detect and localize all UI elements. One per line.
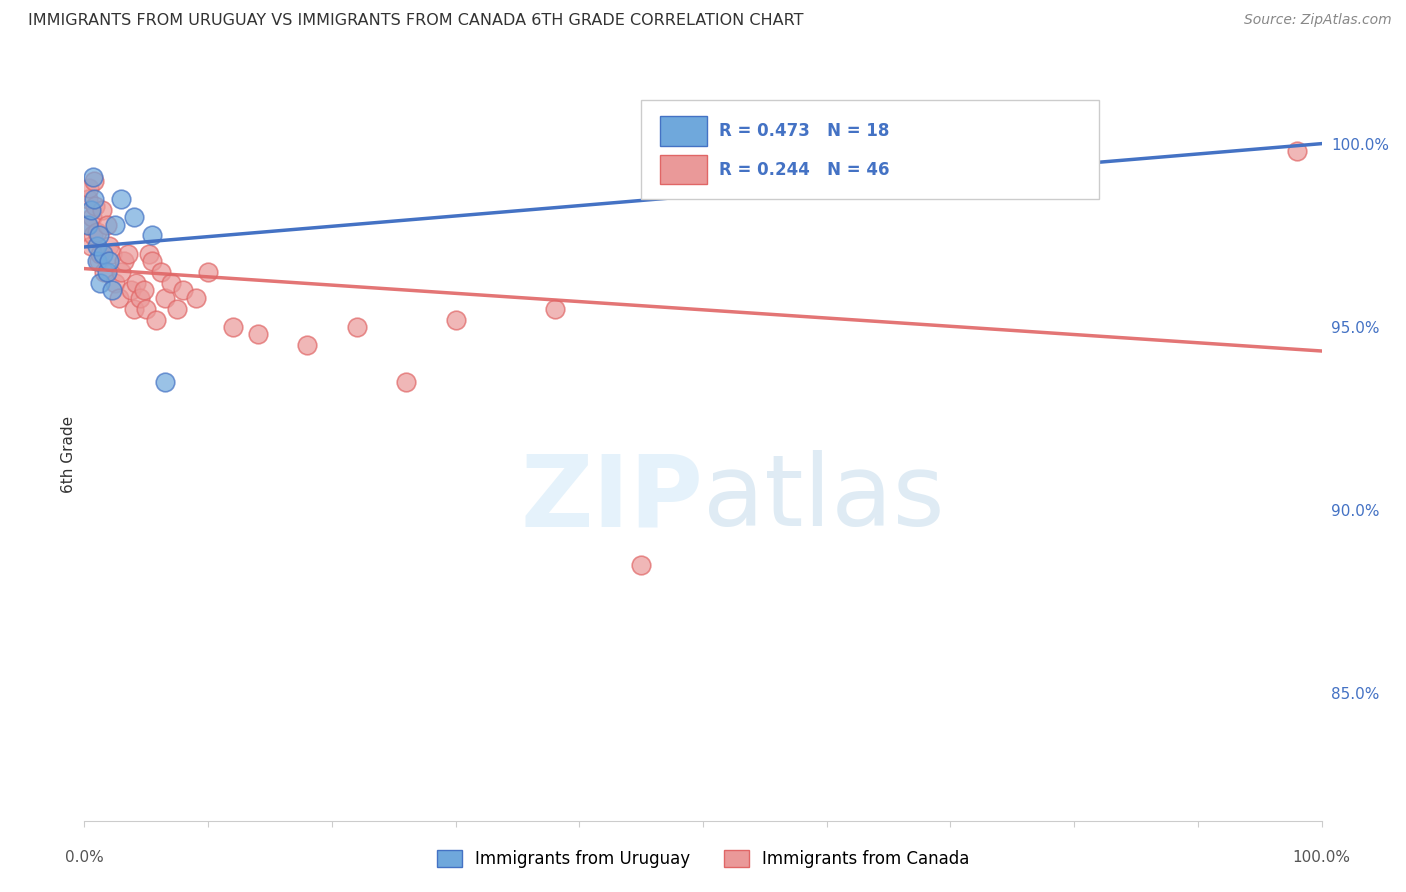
Point	[141, 254, 163, 268]
Point	[77, 218, 100, 232]
Point	[89, 247, 111, 261]
Bar	[659, 155, 707, 185]
Y-axis label: 6th Grade: 6th Grade	[60, 417, 76, 493]
Point	[86, 225, 108, 239]
FancyBboxPatch shape	[641, 100, 1099, 199]
Legend: Immigrants from Uruguay, Immigrants from Canada: Immigrants from Uruguay, Immigrants from…	[430, 843, 976, 875]
Point	[100, 284, 122, 298]
Point	[82, 228, 104, 243]
Point	[110, 192, 132, 206]
Point	[83, 192, 105, 206]
Point	[125, 276, 148, 290]
Text: 100.0%: 100.0%	[1292, 850, 1351, 865]
Point	[129, 291, 152, 305]
Text: R = 0.473   N = 18: R = 0.473 N = 18	[718, 122, 890, 140]
Point	[346, 320, 368, 334]
Text: ZIP: ZIP	[520, 450, 703, 548]
Point	[153, 375, 176, 389]
Point	[104, 218, 127, 232]
Point	[110, 265, 132, 279]
Point	[76, 218, 98, 232]
Point	[145, 312, 167, 326]
Point	[86, 239, 108, 253]
Point	[120, 284, 142, 298]
Point	[295, 338, 318, 352]
Point	[141, 228, 163, 243]
Point	[91, 247, 114, 261]
Point	[100, 247, 122, 261]
Point	[112, 254, 135, 268]
Point	[172, 284, 194, 298]
Point	[82, 169, 104, 184]
Point	[150, 265, 173, 279]
Text: R = 0.244   N = 46: R = 0.244 N = 46	[718, 161, 890, 178]
Point	[630, 558, 652, 572]
Point	[1285, 145, 1308, 159]
Point	[89, 228, 111, 243]
Point	[184, 291, 207, 305]
Point	[246, 327, 269, 342]
Point	[89, 254, 111, 268]
Point	[197, 265, 219, 279]
Text: atlas: atlas	[703, 450, 945, 548]
Point	[132, 284, 155, 298]
Point	[160, 276, 183, 290]
Point	[79, 181, 101, 195]
Point	[79, 239, 101, 253]
Point	[965, 155, 987, 169]
Point	[98, 239, 121, 253]
Point	[93, 265, 115, 279]
Point	[90, 202, 112, 217]
Point	[79, 202, 101, 217]
Point	[138, 247, 160, 261]
Point	[108, 291, 131, 305]
Point	[543, 301, 565, 316]
Point	[80, 211, 103, 225]
Point	[166, 301, 188, 316]
Point	[135, 301, 157, 316]
Point	[444, 312, 467, 326]
Point	[96, 218, 118, 232]
Point	[89, 276, 111, 290]
Point	[122, 211, 145, 225]
Point	[83, 174, 105, 188]
Text: IMMIGRANTS FROM URUGUAY VS IMMIGRANTS FROM CANADA 6TH GRADE CORRELATION CHART: IMMIGRANTS FROM URUGUAY VS IMMIGRANTS FR…	[28, 13, 804, 29]
Point	[153, 291, 176, 305]
Point	[84, 199, 107, 213]
Point	[222, 320, 245, 334]
Point	[117, 247, 139, 261]
Text: 0.0%: 0.0%	[65, 850, 104, 865]
Point	[395, 375, 418, 389]
Point	[77, 192, 100, 206]
Bar	[659, 116, 707, 145]
Point	[98, 254, 121, 268]
Point	[122, 301, 145, 316]
Point	[96, 265, 118, 279]
Point	[86, 254, 108, 268]
Point	[104, 276, 127, 290]
Text: Source: ZipAtlas.com: Source: ZipAtlas.com	[1244, 13, 1392, 28]
